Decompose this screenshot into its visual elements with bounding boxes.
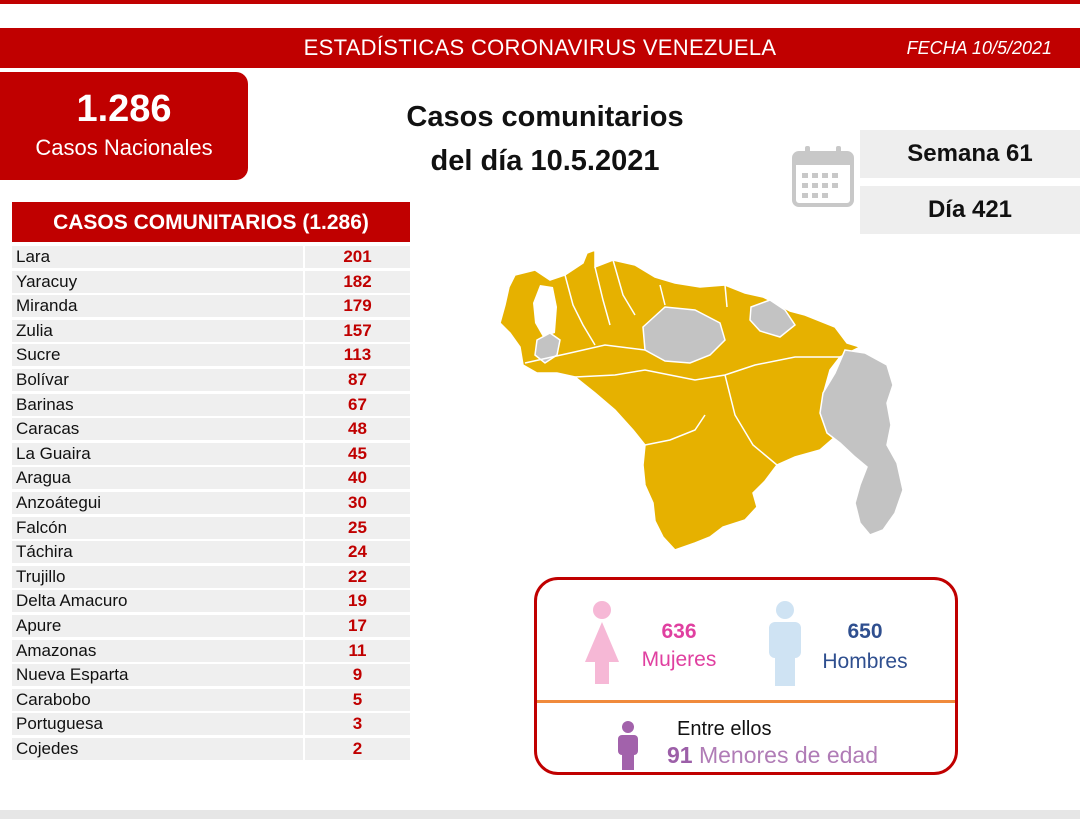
table-row: Bolívar 87 <box>12 368 410 394</box>
map-unaffected-region-east <box>819 349 904 536</box>
day-number: Día 421 <box>860 186 1080 234</box>
divider <box>537 700 955 703</box>
state-name: Yaracuy <box>12 270 303 293</box>
male-count: 650 <box>847 620 883 643</box>
national-cases-box: 1.286 Casos Nacionales <box>0 72 248 180</box>
state-name: Apure <box>12 614 303 637</box>
table-row: Táchira 24 <box>12 541 410 566</box>
table-row: Yaracuy 182 <box>12 270 410 296</box>
state-cases: 2 <box>305 737 410 760</box>
table-row: Portuguesa 3 <box>12 713 410 738</box>
map-unaffected-region-west <box>534 332 561 364</box>
male-icon <box>769 601 801 686</box>
venezuela-map <box>499 248 904 551</box>
national-cases-count: 1.286 <box>76 88 172 130</box>
page-title-line1: Casos comunitarios <box>406 101 684 133</box>
state-cases: 113 <box>305 344 410 367</box>
female-label: Mujeres <box>641 648 717 671</box>
cases-table-header: CASOS COMUNITARIOS (1.286) <box>12 202 410 242</box>
table-row: Miranda 179 <box>12 295 410 320</box>
state-cases: 19 <box>305 590 410 613</box>
calendar-icon <box>792 146 854 207</box>
among-label: Entre ellos <box>677 718 772 740</box>
state-cases: 87 <box>305 368 410 391</box>
page-title: Casos comunitarios del día 10.5.2021 <box>380 95 710 183</box>
state-cases: 24 <box>305 541 410 564</box>
state-name: Bolívar <box>12 368 303 391</box>
state-name: Cojedes <box>12 737 303 760</box>
state-cases: 157 <box>305 319 410 342</box>
state-cases: 182 <box>305 270 410 293</box>
table-row: La Guaira 45 <box>12 442 410 468</box>
state-name: Delta Amacuro <box>12 590 303 613</box>
state-cases: 45 <box>305 442 410 465</box>
table-row: Trujillo 22 <box>12 565 410 591</box>
state-cases: 48 <box>305 418 410 441</box>
map-unaffected-region-northeast <box>749 299 797 338</box>
top-accent-line <box>0 0 1080 4</box>
table-row: Carabobo 5 <box>12 688 410 714</box>
state-cases: 30 <box>305 491 410 514</box>
state-name: Falcón <box>12 516 303 539</box>
state-name: La Guaira <box>12 442 303 465</box>
state-name: Anzoátegui <box>12 491 303 514</box>
child-icon <box>618 721 638 770</box>
header-date: FECHA 10/5/2021 <box>906 38 1052 58</box>
table-row: Cojedes 2 <box>12 737 410 763</box>
state-cases: 201 <box>305 246 410 268</box>
state-name: Carabobo <box>12 688 303 711</box>
state-cases: 17 <box>305 614 410 637</box>
header-title: ESTADÍSTICAS CORONAVIRUS VENEZUELA <box>303 35 777 60</box>
header-bar: ESTADÍSTICAS CORONAVIRUS VENEZUELA FECHA… <box>0 28 1080 68</box>
table-row: Aragua 40 <box>12 467 410 492</box>
week-number: Semana 61 <box>860 130 1080 178</box>
minors-label: Menores de edad <box>698 742 878 768</box>
state-cases: 25 <box>305 516 410 539</box>
table-row: Nueva Esparta 9 <box>12 664 410 689</box>
cases-table: Lara 201 Yaracuy 182 Miranda 179 Zulia 157 Sucre… <box>12 246 410 762</box>
state-cases: 5 <box>305 688 410 711</box>
female-count: 636 <box>661 620 697 643</box>
state-name: Zulia <box>12 319 303 342</box>
minors-line: 91 Menores de edad <box>667 742 878 769</box>
state-name: Trujillo <box>12 565 303 588</box>
state-cases: 3 <box>305 713 410 736</box>
state-cases: 40 <box>305 467 410 490</box>
state-cases: 9 <box>305 664 410 687</box>
state-name: Nueva Esparta <box>12 664 303 687</box>
state-name: Caracas <box>12 418 303 441</box>
state-name: Portuguesa <box>12 713 303 736</box>
bottom-bar <box>0 810 1080 819</box>
state-name: Sucre <box>12 344 303 367</box>
state-name: Miranda <box>12 295 303 318</box>
state-name: Aragua <box>12 467 303 490</box>
table-row: Caracas 48 <box>12 418 410 443</box>
state-cases: 67 <box>305 393 410 416</box>
table-row: Lara 201 <box>12 246 410 271</box>
national-cases-label: Casos Nacionales <box>35 135 213 160</box>
state-cases: 179 <box>305 295 410 318</box>
minors-count: 91 <box>667 742 693 768</box>
table-row: Falcón 25 <box>12 516 410 542</box>
page-title-line2: del día 10.5.2021 <box>430 145 660 177</box>
state-name: Amazonas <box>12 639 303 662</box>
gender-breakdown-panel: 636 Mujeres 650 Hombres Entre ellos 91 M… <box>534 577 958 775</box>
table-row: Amazonas 11 <box>12 639 410 665</box>
state-cases: 11 <box>305 639 410 662</box>
table-row: Barinas 67 <box>12 393 410 419</box>
map-unaffected-region-center <box>642 306 726 364</box>
state-name: Lara <box>12 246 303 268</box>
table-row: Delta Amacuro 19 <box>12 590 410 615</box>
state-name: Barinas <box>12 393 303 416</box>
state-name: Táchira <box>12 541 303 564</box>
female-icon <box>585 601 619 684</box>
male-label: Hombres <box>822 650 908 673</box>
table-row: Apure 17 <box>12 614 410 640</box>
table-row: Anzoátegui 30 <box>12 491 410 517</box>
table-row: Zulia 157 <box>12 319 410 345</box>
table-row: Sucre 113 <box>12 344 410 369</box>
state-cases: 22 <box>305 565 410 588</box>
